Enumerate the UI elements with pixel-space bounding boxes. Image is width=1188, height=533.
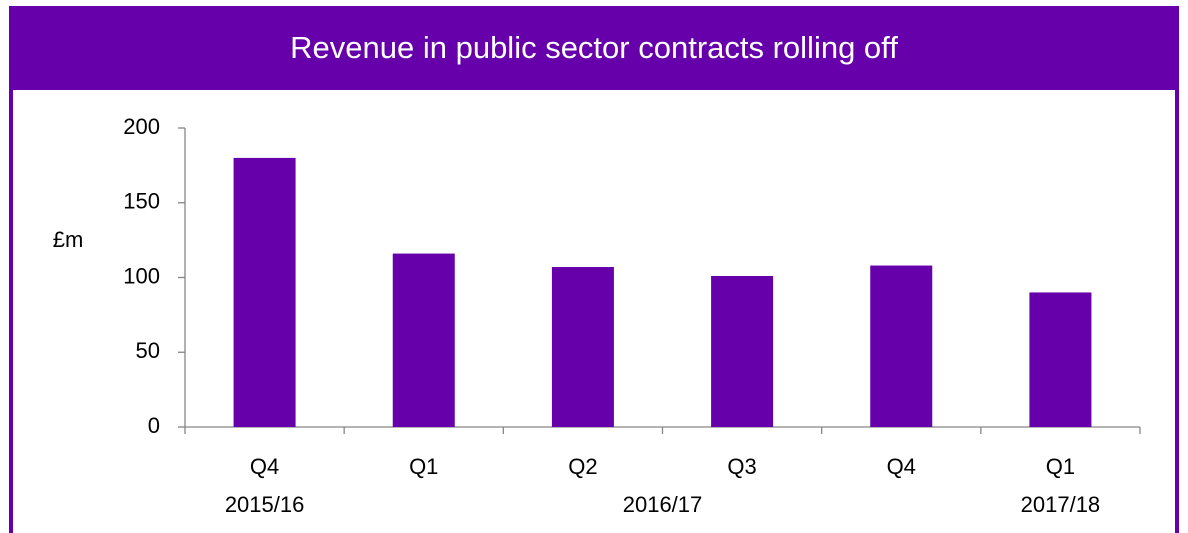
- y-tick-label: 0: [148, 413, 160, 438]
- x-tick-label: Q1: [1046, 454, 1075, 479]
- y-tick-label: 50: [136, 338, 160, 363]
- x-tick-label: Q1: [409, 454, 438, 479]
- chart-title: Revenue in public sector contracts rolli…: [290, 30, 898, 65]
- y-axis-label: £m: [53, 227, 84, 252]
- bar: [392, 253, 455, 427]
- bar: [551, 267, 614, 427]
- x-tick-label: Q4: [250, 454, 279, 479]
- x-tick-label: Q4: [887, 454, 916, 479]
- frame-left: [9, 6, 13, 533]
- title-bar: [9, 6, 1179, 90]
- bar: [711, 276, 774, 427]
- bar: [870, 265, 933, 427]
- bar: [233, 157, 296, 427]
- x-tick-label: Q3: [727, 454, 756, 479]
- y-tick-label: 150: [123, 189, 160, 214]
- x-group-label: 2015/16: [225, 492, 305, 517]
- frame-right: [1175, 6, 1179, 533]
- x-tick-label: Q2: [568, 454, 597, 479]
- x-group-label: 2016/17: [623, 492, 703, 517]
- y-tick-label: 200: [123, 114, 160, 139]
- y-tick-label: 100: [123, 263, 160, 288]
- bar: [1029, 292, 1092, 427]
- x-group-label: 2017/18: [1021, 492, 1101, 517]
